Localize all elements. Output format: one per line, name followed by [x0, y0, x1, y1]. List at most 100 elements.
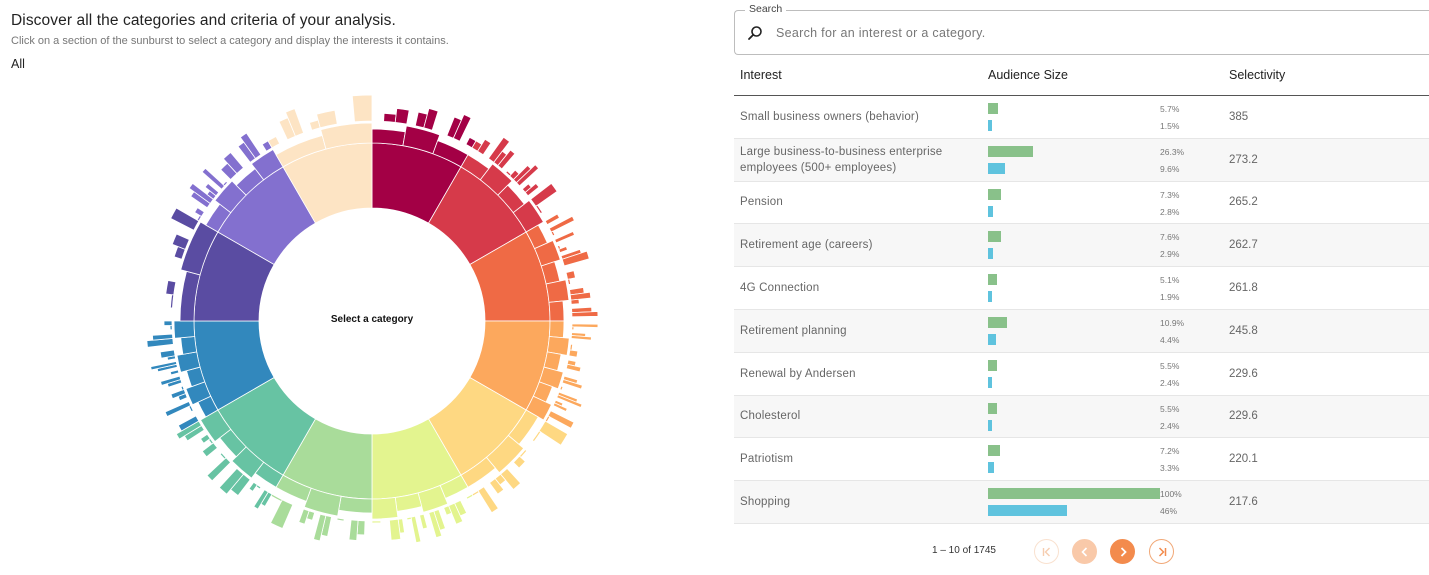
sunburst-interest-segment[interactable] [383, 112, 397, 123]
sunburst-interest-segment[interactable] [497, 149, 516, 170]
sunburst-interest-segment[interactable] [565, 363, 582, 373]
sunburst-interest-segment[interactable] [567, 278, 572, 286]
column-header-audience-size[interactable]: Audience Size [988, 68, 1068, 82]
sunburst-interest-segment[interactable] [570, 298, 580, 305]
sunburst-subcategory-segment[interactable] [371, 497, 399, 520]
search-input[interactable] [776, 22, 1376, 44]
sunburst-interest-segment[interactable] [561, 250, 590, 267]
sunburst-interest-segment[interactable] [177, 415, 200, 432]
table-row[interactable]: Large business-to-business enterprise em… [734, 138, 1429, 182]
sunburst-interest-segment[interactable] [267, 135, 281, 149]
sunburst-subcategory-segment[interactable] [371, 128, 406, 147]
sunburst-subcategory-segment[interactable] [338, 495, 373, 514]
sunburst-chart[interactable]: Select a category [0, 0, 730, 575]
table-row[interactable]: Patriotism 7.2% 3.3% 220.1 [734, 438, 1429, 482]
sunburst-subcategory-segment[interactable] [180, 336, 198, 355]
sunburst-interest-segment[interactable] [316, 109, 338, 129]
sunburst-interest-segment[interactable] [388, 518, 402, 541]
sunburst-interest-segment[interactable] [348, 519, 359, 541]
sunburst-interest-segment[interactable] [170, 207, 200, 231]
sunburst-interest-segment[interactable] [570, 335, 592, 341]
sunburst-interest-segment[interactable] [371, 520, 382, 524]
sunburst-interest-segment[interactable] [535, 204, 543, 215]
sunburst-interest-segment[interactable] [336, 517, 345, 522]
next-page-button[interactable] [1110, 539, 1135, 564]
sunburst-interest-segment[interactable] [531, 430, 542, 443]
sunburst-interest-segment[interactable] [428, 510, 443, 539]
sunburst-interest-segment[interactable] [544, 213, 561, 226]
column-header-interest[interactable]: Interest [740, 68, 782, 82]
sunburst-interest-segment[interactable] [465, 493, 474, 500]
sunburst-interest-segment[interactable] [160, 375, 182, 386]
prev-page-button[interactable] [1072, 539, 1097, 564]
sunburst-interest-segment[interactable] [169, 369, 180, 376]
sunburst-interest-segment[interactable] [554, 230, 576, 244]
sunburst-interest-segment[interactable] [204, 182, 220, 197]
sunburst-interest-segment[interactable] [165, 279, 177, 296]
sunburst-interest-segment[interactable] [194, 207, 205, 218]
sunburst-subcategory-segment[interactable] [548, 320, 565, 339]
sunburst-interest-segment[interactable] [164, 401, 192, 418]
sunburst-interest-segment[interactable] [313, 513, 327, 542]
table-row[interactable]: Small business owners (behavior) 5.7% 1.… [734, 96, 1429, 139]
sunburst-interest-segment[interactable] [180, 385, 185, 391]
sunburst-interest-segment[interactable] [571, 326, 575, 331]
last-page-button[interactable] [1149, 539, 1174, 564]
sunburst-interest-segment[interactable] [394, 108, 410, 125]
sunburst-interest-segment[interactable] [219, 452, 227, 460]
sunburst-interest-segment[interactable] [443, 505, 453, 516]
sunburst-interest-segment[interactable] [270, 499, 294, 530]
sunburst-subcategory-segment[interactable] [548, 300, 565, 322]
sunburst-interest-segment[interactable] [565, 270, 576, 280]
table-row[interactable]: Cholesterol 5.5% 2.4% 229.6 [734, 395, 1429, 439]
table-row[interactable]: 4G Connection 5.1% 1.9% 261.8 [734, 267, 1429, 310]
sunburst-interest-segment[interactable] [270, 493, 283, 503]
sunburst-interest-segment[interactable] [471, 490, 480, 497]
sunburst-subcategory-segment[interactable] [545, 279, 570, 303]
sunburst-interest-segment[interactable] [571, 311, 599, 318]
sunburst-interest-segment[interactable] [351, 94, 373, 123]
table-row[interactable]: Retirement planning 10.9% 4.4% 245.8 [734, 309, 1429, 353]
sunburst-interest-segment[interactable] [569, 343, 574, 351]
table-row[interactable]: Shopping 100% 46% 217.6 [734, 481, 1429, 524]
sunburst-interest-segment[interactable] [218, 467, 245, 495]
sunburst-interest-segment[interactable] [206, 457, 232, 482]
sunburst-interest-segment[interactable] [406, 516, 412, 521]
sunburst-interest-segment[interactable] [239, 132, 262, 159]
sunburst-interest-segment[interactable] [552, 402, 568, 412]
sunburst-center[interactable] [259, 208, 485, 434]
sunburst-interest-segment[interactable] [423, 108, 439, 131]
sunburst-interest-segment[interactable] [298, 508, 310, 525]
sunburst-interest-segment[interactable] [550, 230, 556, 237]
first-page-button[interactable] [1034, 539, 1059, 564]
sunburst-interest-segment[interactable] [488, 478, 505, 495]
sunburst-interest-segment[interactable] [559, 385, 564, 391]
sunburst-interest-segment[interactable] [222, 180, 229, 187]
sunburst-interest-segment[interactable] [410, 515, 422, 544]
sunburst-interest-segment[interactable] [452, 114, 472, 142]
sunburst-interest-segment[interactable] [248, 481, 258, 492]
sunburst-interest-segment[interactable] [558, 245, 568, 254]
breadcrumb[interactable]: All [11, 57, 25, 71]
sunburst-subcategory-segment[interactable] [173, 320, 196, 339]
sunburst-interest-segment[interactable] [419, 513, 428, 530]
sunburst-interest-segment[interactable] [171, 233, 190, 250]
sunburst-interest-segment[interactable] [561, 378, 583, 390]
sunburst-interest-segment[interactable] [159, 349, 176, 359]
table-row[interactable]: Retirement age (careers) 7.6% 2.9% 262.7 [734, 224, 1429, 268]
column-header-selectivity[interactable]: Selectivity [1229, 68, 1286, 82]
sunburst-interest-segment[interactable] [169, 324, 173, 331]
sunburst-interest-segment[interactable] [284, 108, 305, 137]
sunburst-interest-segment[interactable] [152, 333, 174, 341]
sunburst-interest-segment[interactable] [512, 455, 526, 469]
sunburst-interest-segment[interactable] [568, 349, 579, 358]
sunburst-interest-segment[interactable] [170, 294, 175, 309]
sunburst-interest-segment[interactable] [477, 138, 492, 156]
sunburst-interest-segment[interactable] [571, 323, 599, 328]
sunburst-interest-segment[interactable] [222, 151, 245, 175]
sunburst-interest-segment[interactable] [150, 360, 178, 371]
sunburst-interest-segment[interactable] [201, 442, 218, 458]
sunburst-interest-segment[interactable] [556, 394, 583, 409]
sunburst-interest-segment[interactable] [200, 433, 211, 444]
table-row[interactable]: Pension 7.3% 2.8% 265.2 [734, 182, 1429, 225]
